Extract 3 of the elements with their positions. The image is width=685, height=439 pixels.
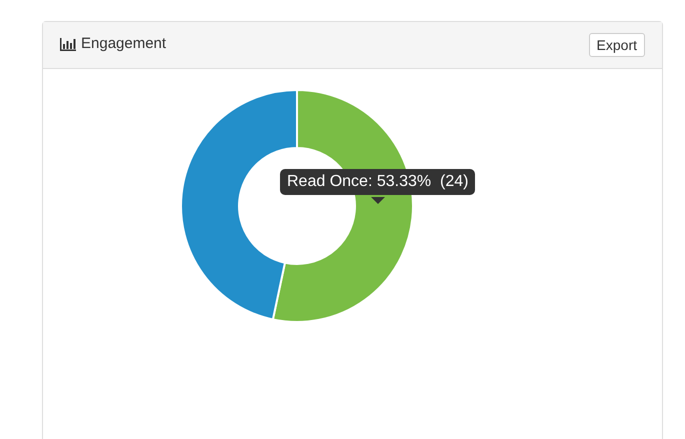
slice-label: Read Once: 53.33% (24) [280, 169, 476, 195]
chart-title: Engagement [81, 35, 166, 52]
text: Export [588, 33, 645, 57]
